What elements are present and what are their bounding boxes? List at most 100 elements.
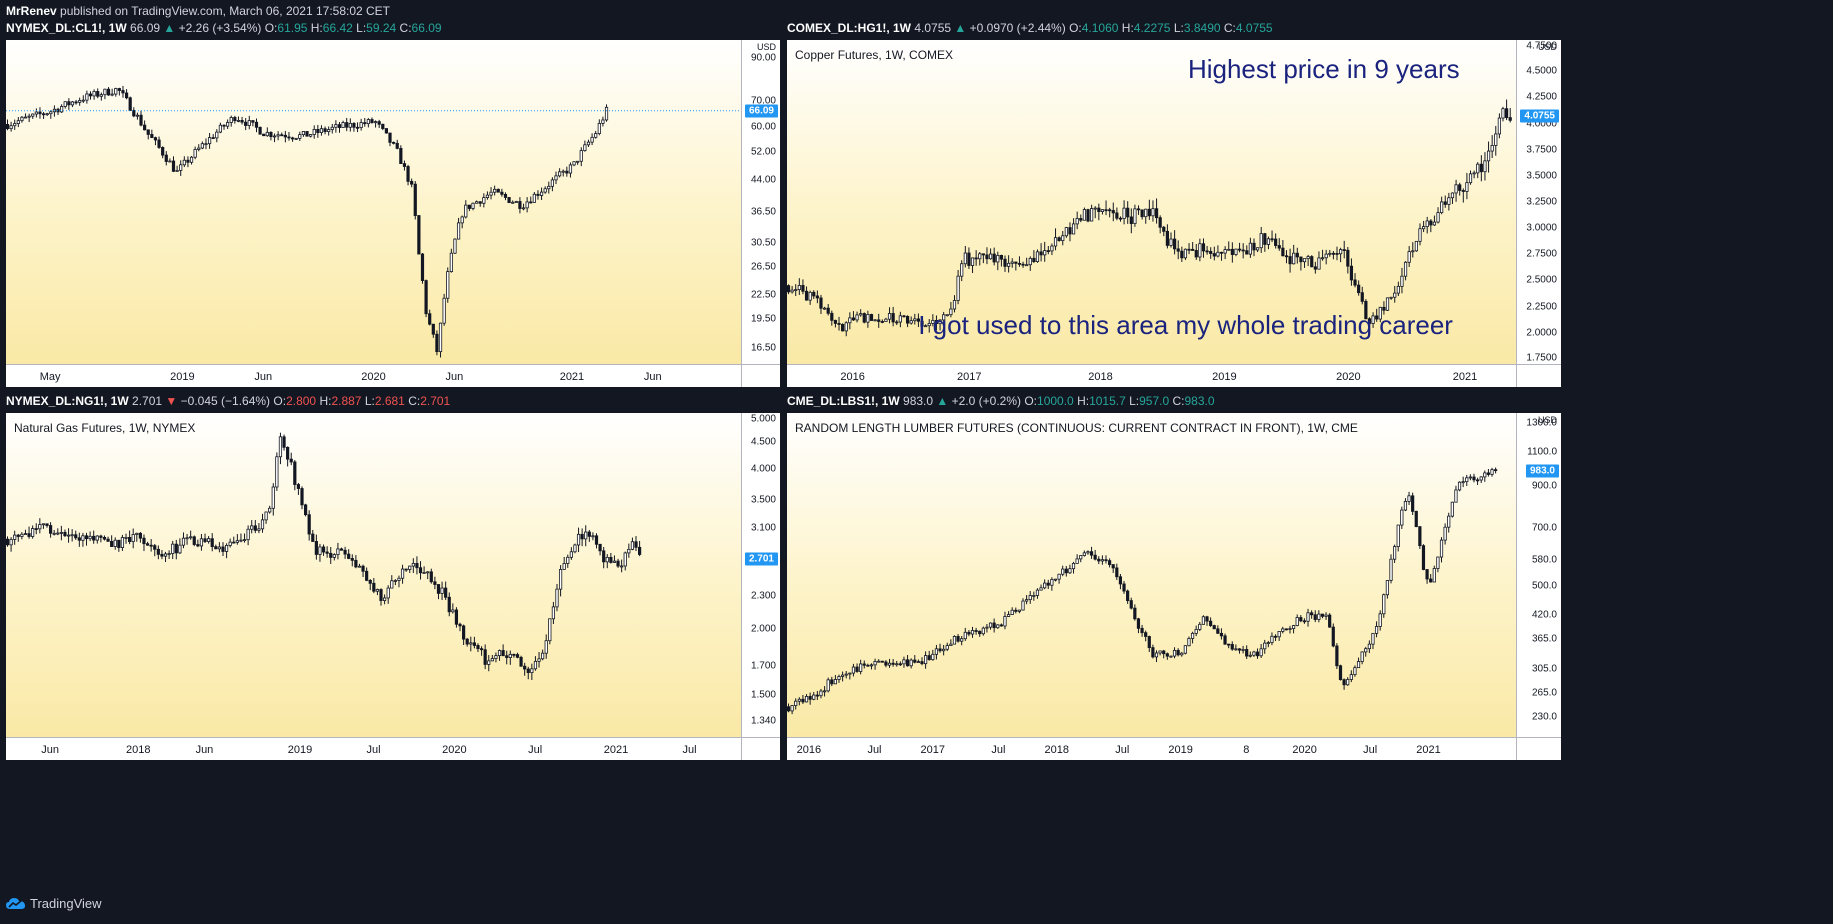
candle <box>269 131 273 141</box>
header-C-value: 4.0755 <box>1235 21 1273 35</box>
price-axis[interactable]: USD 4.7500 4.5000 4.2500 4.0000 3.7500 3.5000 3… <box>1516 40 1561 364</box>
author-name[interactable]: MrRenev <box>6 4 57 18</box>
candle <box>1468 170 1473 185</box>
time-axis[interactable]: 2016 Jul 2017 Jul 2018 Jul 2019 8 2020 Jul 2021 <box>787 737 1516 760</box>
price-tick: 1.340 <box>750 715 776 727</box>
candle <box>1064 226 1068 238</box>
time-tick: Jun <box>445 371 464 383</box>
chart-panel-0[interactable]: NYMEX_DL:CL1!, 1W 66.09 ▲ +2.26 (+3.54%)… <box>6 16 780 387</box>
chart-annotation[interactable]: I got used to this area my whole trading… <box>918 310 1453 341</box>
candle <box>192 535 196 547</box>
time-axis[interactable]: May 2019 Jun 2020 Jun 2021 Jun <box>6 364 741 387</box>
candle <box>1281 240 1285 257</box>
candle <box>1237 242 1242 253</box>
candle <box>601 116 605 127</box>
candle <box>210 533 214 552</box>
candle <box>826 677 830 693</box>
candle <box>974 627 978 635</box>
candle <box>794 284 798 297</box>
candle <box>16 533 20 542</box>
chart-panel-2[interactable]: NYMEX_DL:NG1!, 1W 2.701 ▼ −0.045 (−1.64%… <box>6 389 780 760</box>
candle <box>1093 549 1097 561</box>
candle <box>981 253 985 264</box>
plot-area[interactable]: Copper Futures, 1W, COMEX Highest price i… <box>787 40 1516 364</box>
header-C-value: 2.701 <box>420 394 451 408</box>
candle <box>469 636 473 652</box>
candle <box>171 156 176 173</box>
candle <box>822 686 827 697</box>
candle <box>1274 233 1278 249</box>
candle <box>1032 250 1036 264</box>
plot-area[interactable]: RANDOM LENGTH LUMBER FUTURES (CONTINUOUS… <box>787 413 1516 737</box>
candle <box>1129 597 1133 610</box>
candle <box>1046 246 1050 255</box>
candle <box>594 130 598 139</box>
candle <box>462 624 466 646</box>
price-tick: 3.100 <box>750 522 776 534</box>
candle <box>1501 106 1505 122</box>
candle <box>283 130 287 143</box>
candle <box>1259 643 1263 658</box>
candle <box>1068 222 1072 242</box>
price-axis[interactable]: 5.000 4.500 4.000 3.500 3.100 2.300 2.000 1.700… <box>741 413 780 737</box>
candle <box>1061 230 1065 246</box>
candle <box>139 110 143 127</box>
candle <box>1349 670 1353 683</box>
candle <box>1043 579 1047 590</box>
candle <box>1158 215 1162 234</box>
chart-panel-3[interactable]: CME_DL:LBS1!, 1W 983.0 ▲ +2.0 (+0.2%) O:… <box>787 389 1561 760</box>
candle <box>27 526 31 539</box>
header-C-label: C: <box>1172 394 1185 408</box>
currency-label: USD <box>1537 415 1557 425</box>
price-tick: 4.2500 <box>1526 91 1557 103</box>
candle <box>1472 473 1476 483</box>
candle <box>931 649 935 661</box>
candle <box>1393 285 1397 303</box>
price-axis[interactable]: USD 1300.0 1100.0 900.0 700.0 580.0 500.0 420.0… <box>1516 413 1561 737</box>
candle <box>239 533 243 543</box>
time-axis[interactable]: 2016 2017 2018 2019 2020 2021 <box>787 364 1516 387</box>
plot-area[interactable]: Natural Gas Futures, 1W, NYMEX <box>6 413 741 737</box>
candle <box>1357 280 1361 296</box>
time-axis[interactable]: Jun 2018 Jun 2019 Jul 2020 Jul 2021 Jul <box>6 737 741 760</box>
candle <box>841 323 845 332</box>
time-tick: Jun <box>254 371 273 383</box>
candle <box>895 660 899 667</box>
chart-panel-1[interactable]: COMEX_DL:HG1!, 1W 4.0755 ▲ +0.0970 (+2.4… <box>787 16 1561 387</box>
candle <box>848 312 852 330</box>
candle <box>1079 214 1083 223</box>
time-tick: 2019 <box>287 744 313 756</box>
candle <box>859 659 863 675</box>
candle <box>235 534 239 545</box>
time-tick: Jul <box>1115 744 1130 756</box>
candle <box>145 541 150 546</box>
candle <box>1209 617 1213 627</box>
candle <box>970 626 975 638</box>
candle <box>620 559 624 573</box>
candle <box>307 510 311 541</box>
header-O-label: O: <box>1069 21 1082 35</box>
plot-area[interactable] <box>6 40 741 364</box>
candle <box>70 101 75 108</box>
candle <box>13 530 17 545</box>
price-tick: 60.00 <box>750 121 776 133</box>
price-axis[interactable]: USD 90.00 70.00 60.00 52.00 44.00 36.50 30.50 26… <box>741 40 780 364</box>
candle <box>1003 611 1007 630</box>
chart-annotation[interactable]: Highest price in 9 years <box>1187 54 1460 85</box>
candle <box>597 119 601 136</box>
candle <box>207 132 212 149</box>
price-tick: 900.0 <box>1531 480 1557 492</box>
time-tick: Jul <box>528 744 543 756</box>
candle <box>221 542 225 557</box>
time-tick: 2020 <box>1336 371 1361 383</box>
candle <box>952 295 957 313</box>
tradingview-footer[interactable]: TradingView <box>6 896 102 911</box>
candle <box>345 117 349 132</box>
header-O-label: O: <box>1024 394 1038 408</box>
candle <box>38 107 42 119</box>
axis-corner <box>1516 737 1561 760</box>
candle <box>533 656 538 671</box>
price-tick: 1300.0 <box>1526 417 1557 429</box>
candle <box>1234 644 1238 651</box>
price-tick: 265.0 <box>1531 687 1557 699</box>
